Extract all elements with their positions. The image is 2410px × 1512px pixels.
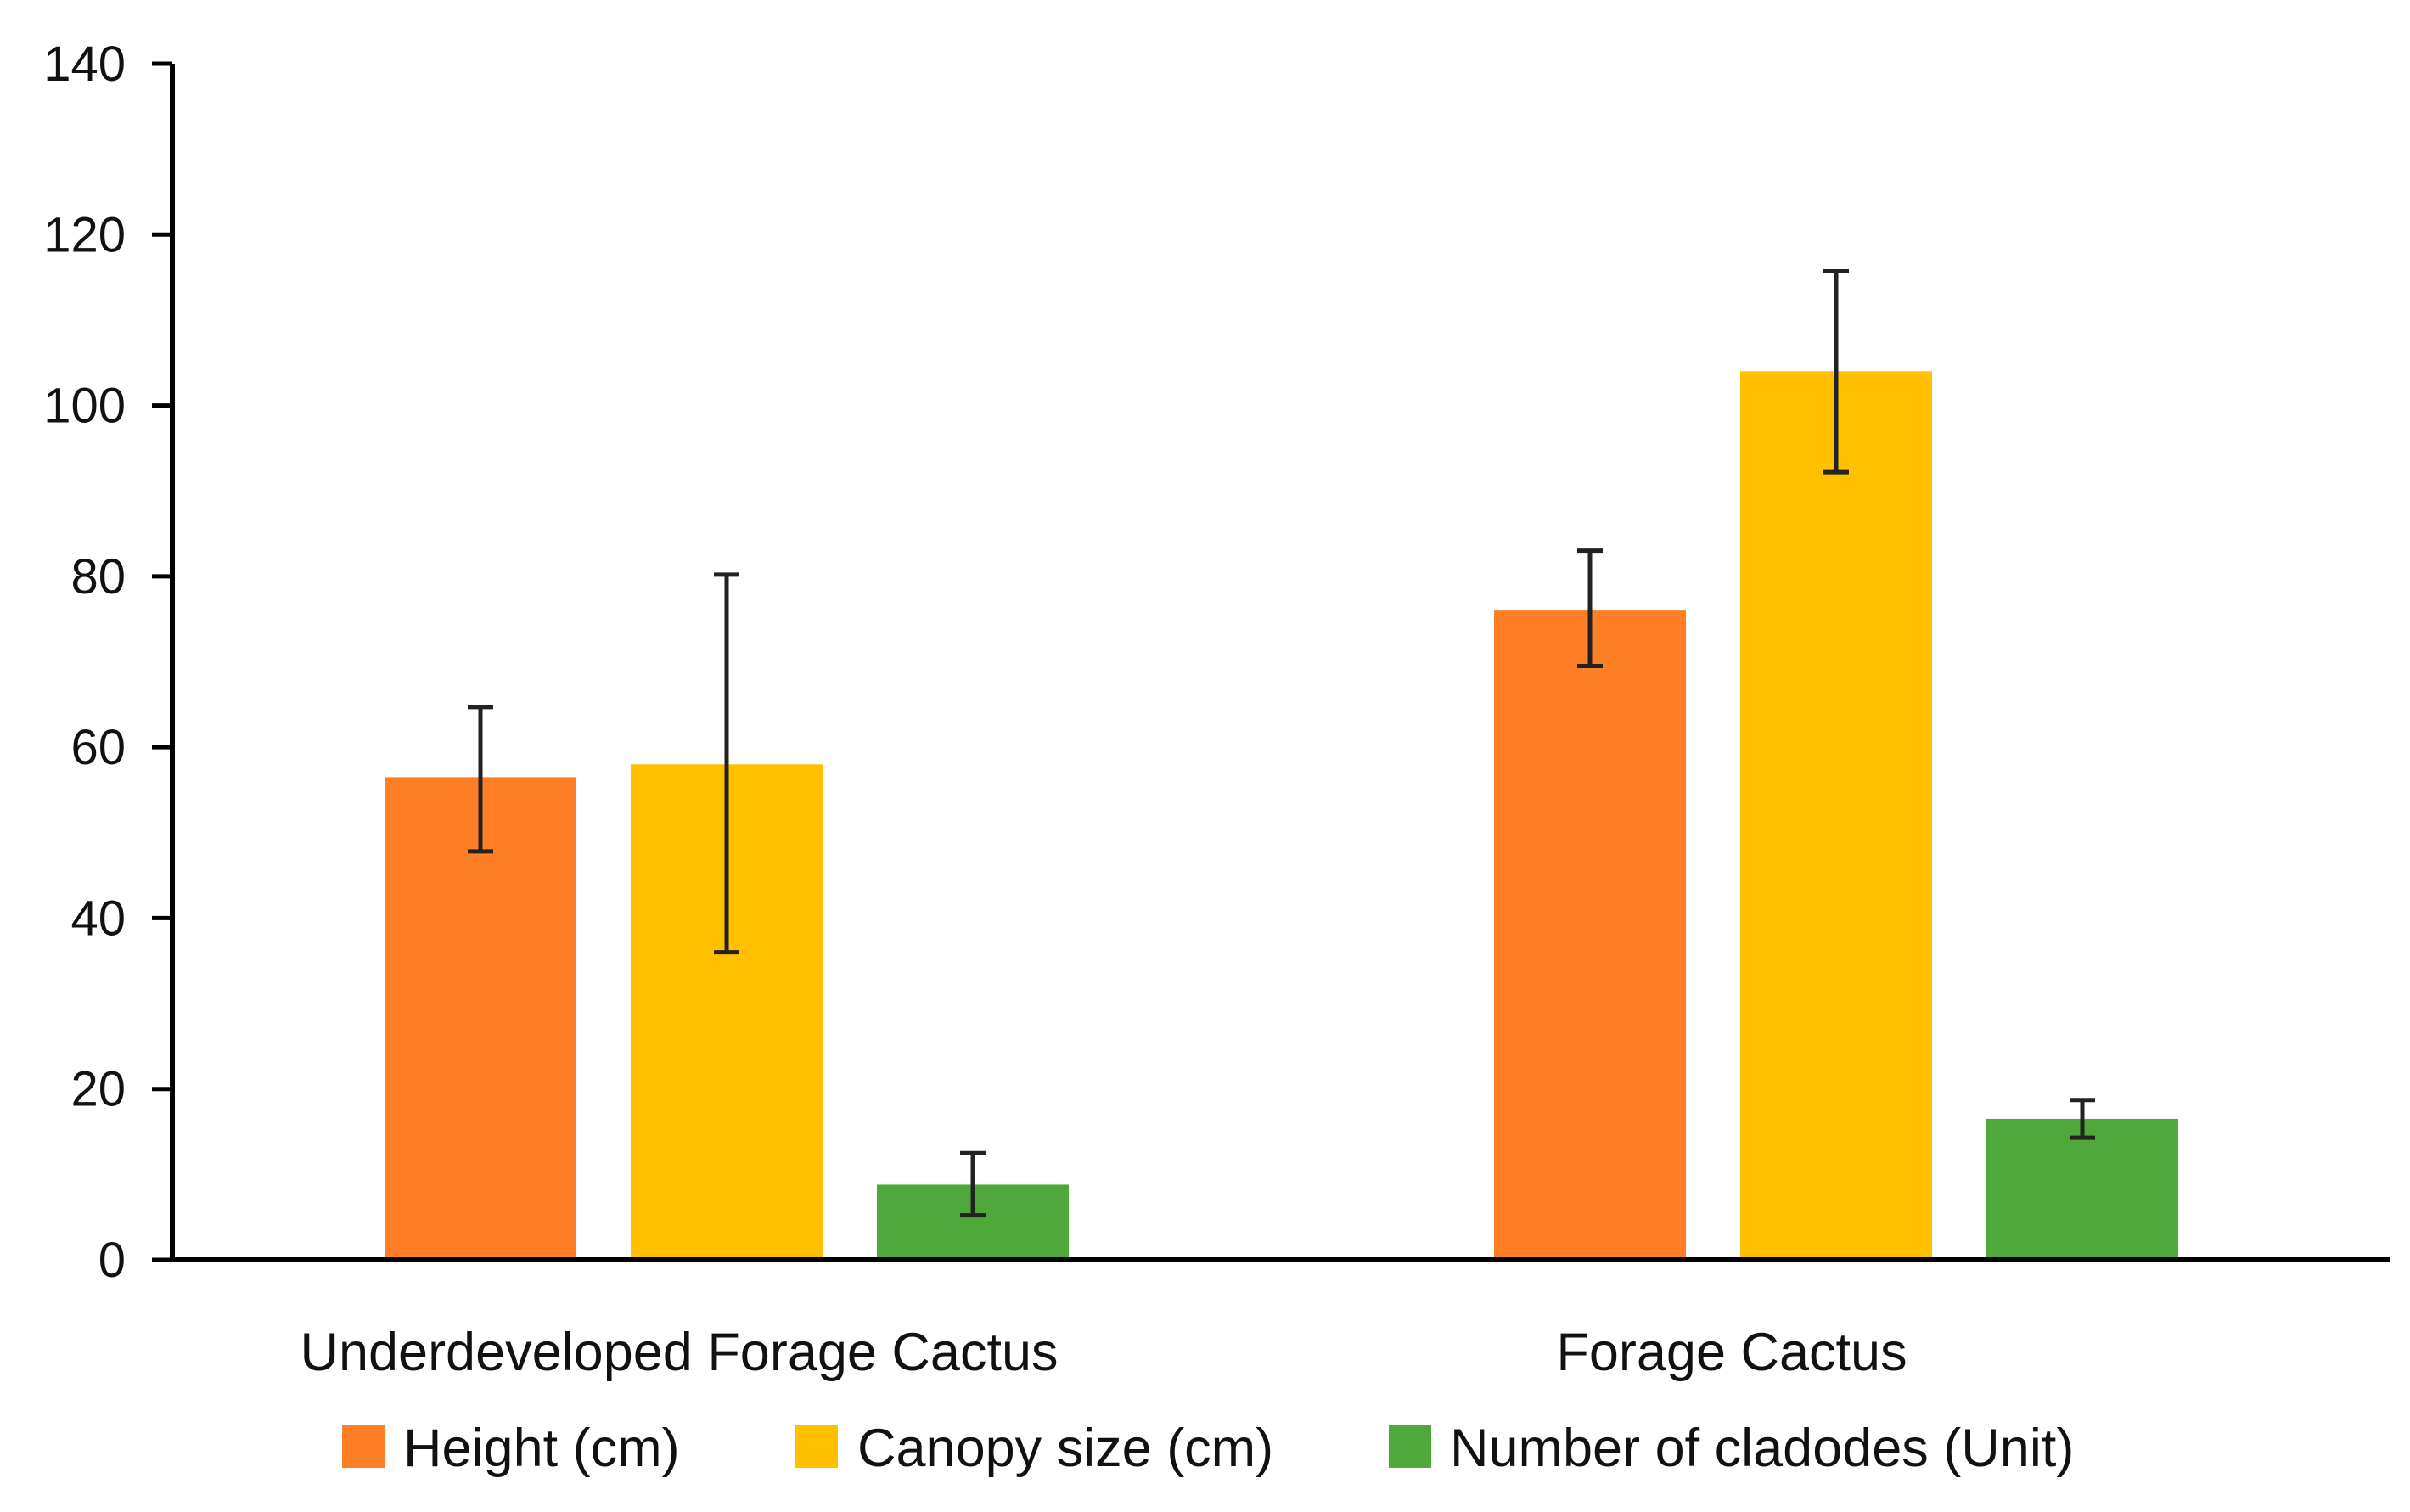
bar-forage-canopy (1740, 371, 1932, 1260)
y-tick-label-20: 20 (70, 1062, 126, 1117)
legend-swatch-canopy (795, 1425, 838, 1468)
legend-item-height: Height (cm) (342, 1419, 680, 1478)
bar-forage-cladodes (1986, 1118, 2178, 1260)
bar-underdeveloped-height (385, 777, 576, 1260)
error-bar-underdeveloped-height (468, 705, 493, 854)
error-bar-underdeveloped-cladodes (960, 1150, 986, 1218)
legend-label-canopy: Canopy size (cm) (857, 1419, 1273, 1478)
category-label-forage: Forage Cactus (1556, 1323, 1907, 1382)
y-tick-label-60: 60 (70, 720, 126, 775)
legend-label-cladodes: Number of cladodes (Unit) (1450, 1419, 2074, 1478)
y-tick-label-80: 80 (70, 549, 126, 604)
labels-layer: 0 20 40 60 80 100 120 140 Underdeveloped Forage … (43, 37, 1907, 1382)
axes-layer (152, 61, 2390, 1262)
y-tick-label-40: 40 (70, 891, 126, 946)
y-tick-label-0: 0 (98, 1233, 126, 1288)
legend-swatch-cladodes (1389, 1425, 1431, 1468)
y-tick-label-100: 100 (43, 379, 126, 434)
error-bar-forage-height (1577, 548, 1603, 669)
legend-swatch-height (342, 1425, 385, 1468)
error-bar-forage-cladodes (2070, 1098, 2095, 1140)
bar-forage-height (1494, 610, 1686, 1260)
error-bars-layer (468, 269, 2095, 1218)
legend: Height (cm) Canopy size (cm) Number of cla… (342, 1419, 2074, 1478)
y-tick-label-120: 120 (43, 207, 126, 262)
bars-layer (385, 371, 2178, 1260)
y-tick-label-140: 140 (43, 37, 126, 92)
category-label-underdeveloped: Underdeveloped Forage Cactus (300, 1323, 1058, 1382)
legend-item-cladodes: Number of cladodes (Unit) (1389, 1419, 2074, 1478)
error-bar-forage-canopy (1823, 269, 1849, 475)
legend-item-canopy: Canopy size (cm) (795, 1419, 1273, 1478)
legend-label-height: Height (cm) (403, 1419, 680, 1478)
error-bar-underdeveloped-canopy (714, 572, 739, 955)
